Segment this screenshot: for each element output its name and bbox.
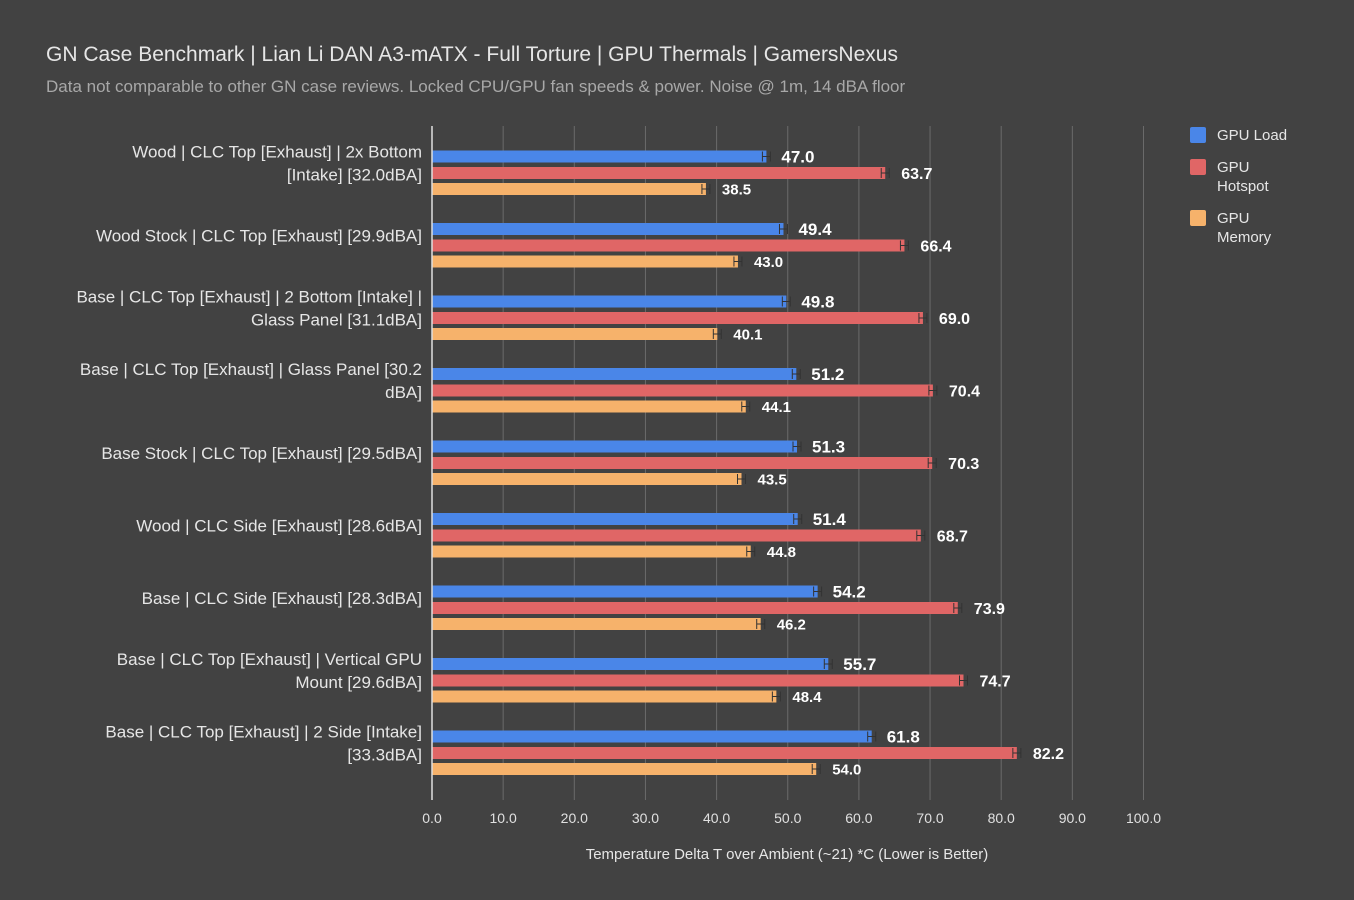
- category-label: Wood | CLC Side [Exhaust] [28.6dBA]: [136, 517, 422, 536]
- data-label: 48.4: [792, 689, 822, 706]
- x-tick-label: 30.0: [632, 810, 659, 826]
- x-tick-label: 80.0: [988, 810, 1015, 826]
- data-label: 38.5: [722, 181, 751, 198]
- legend-swatch: [1190, 127, 1206, 143]
- bar: [432, 368, 797, 380]
- x-tick-label: 70.0: [916, 810, 943, 826]
- data-label: 63.7: [901, 166, 932, 183]
- bar: [432, 457, 933, 469]
- legend-label: GPU Memory: [1217, 210, 1272, 246]
- bar: [432, 618, 761, 630]
- data-label: 47.0: [781, 148, 814, 167]
- data-label: 73.9: [974, 601, 1005, 618]
- category-label: Base | CLC Side [Exhaust] [28.3dBA]: [142, 589, 422, 608]
- data-label: 69.0: [939, 311, 970, 328]
- legend-swatch: [1190, 159, 1206, 175]
- bar: [432, 223, 784, 235]
- data-label: 51.4: [813, 510, 847, 529]
- data-label: 46.2: [777, 616, 806, 633]
- bar: [432, 239, 905, 252]
- x-tick-label: 100.0: [1126, 810, 1161, 826]
- category-label: Base | CLC Top [Exhaust] | 2 Side [Intak…: [105, 723, 422, 765]
- bar: [432, 328, 718, 340]
- data-label: 49.8: [801, 293, 834, 312]
- bar: [432, 312, 923, 324]
- x-tick-label: 40.0: [703, 810, 730, 826]
- bar: [432, 763, 817, 775]
- bar: [432, 658, 829, 670]
- x-axis-title: Temperature Delta T over Ambient (~21) *…: [586, 846, 989, 863]
- bar: [432, 513, 798, 525]
- bar: [432, 690, 777, 703]
- chart-subtitle: Data not comparable to other GN case rev…: [46, 77, 906, 96]
- category-label: Base | CLC Top [Exhaust] | Vertical GPU M…: [117, 650, 422, 692]
- bar: [432, 602, 958, 614]
- bar: [432, 674, 964, 687]
- bar: [432, 167, 886, 179]
- bar: [432, 440, 797, 453]
- x-tick-label: 10.0: [490, 810, 517, 826]
- data-label: 66.4: [920, 238, 951, 255]
- chart-title: GN Case Benchmark | Lian Li DAN A3-mATX …: [46, 43, 898, 66]
- data-label: 49.4: [798, 220, 832, 239]
- data-label: 61.8: [887, 728, 920, 747]
- bar: [432, 150, 767, 163]
- data-label: 43.5: [758, 471, 787, 488]
- x-tick-label: 20.0: [561, 810, 588, 826]
- data-label: 54.0: [832, 761, 861, 778]
- bar: [432, 295, 787, 308]
- legend-swatch: [1190, 210, 1206, 226]
- bar: [432, 384, 933, 397]
- data-label: 44.1: [762, 399, 791, 416]
- x-tick-label: 60.0: [845, 810, 872, 826]
- bar: [432, 400, 746, 413]
- data-label: 51.3: [812, 438, 845, 457]
- category-label: Wood Stock | CLC Top [Exhaust] [29.9dBA]: [96, 227, 422, 246]
- data-label: 70.3: [948, 456, 979, 473]
- data-label: 43.0: [754, 254, 783, 271]
- data-label: 68.7: [937, 528, 968, 545]
- bar: [432, 255, 738, 268]
- bar: [432, 529, 921, 542]
- legend-label: GPU Hotspot: [1217, 159, 1270, 195]
- data-label: 82.2: [1033, 746, 1064, 763]
- data-label: 55.7: [843, 655, 876, 674]
- data-label: 44.8: [767, 544, 796, 561]
- category-label: Base | CLC Top [Exhaust] | Glass Panel […: [80, 360, 422, 402]
- bar: [432, 747, 1017, 759]
- data-label: 54.2: [833, 583, 866, 602]
- data-label: 51.2: [811, 365, 844, 384]
- category-label: Base Stock | CLC Top [Exhaust] [29.5dBA]: [101, 444, 422, 463]
- data-label: 70.4: [949, 383, 980, 400]
- category-label: Base | CLC Top [Exhaust] | 2 Bottom [Int…: [76, 288, 422, 330]
- bar: [432, 473, 742, 485]
- x-tick-label: 0.0: [422, 810, 442, 826]
- x-tick-label: 50.0: [774, 810, 801, 826]
- data-label: 40.1: [733, 326, 762, 343]
- legend-label: GPU Load: [1217, 127, 1287, 144]
- data-label: 74.7: [979, 673, 1010, 690]
- bar: [432, 585, 818, 598]
- bar: [432, 730, 872, 743]
- bar: [432, 545, 751, 558]
- bar: [432, 183, 706, 195]
- category-label: Wood | CLC Top [Exhaust] | 2x Bottom [Int…: [132, 143, 422, 185]
- x-tick-label: 90.0: [1059, 810, 1086, 826]
